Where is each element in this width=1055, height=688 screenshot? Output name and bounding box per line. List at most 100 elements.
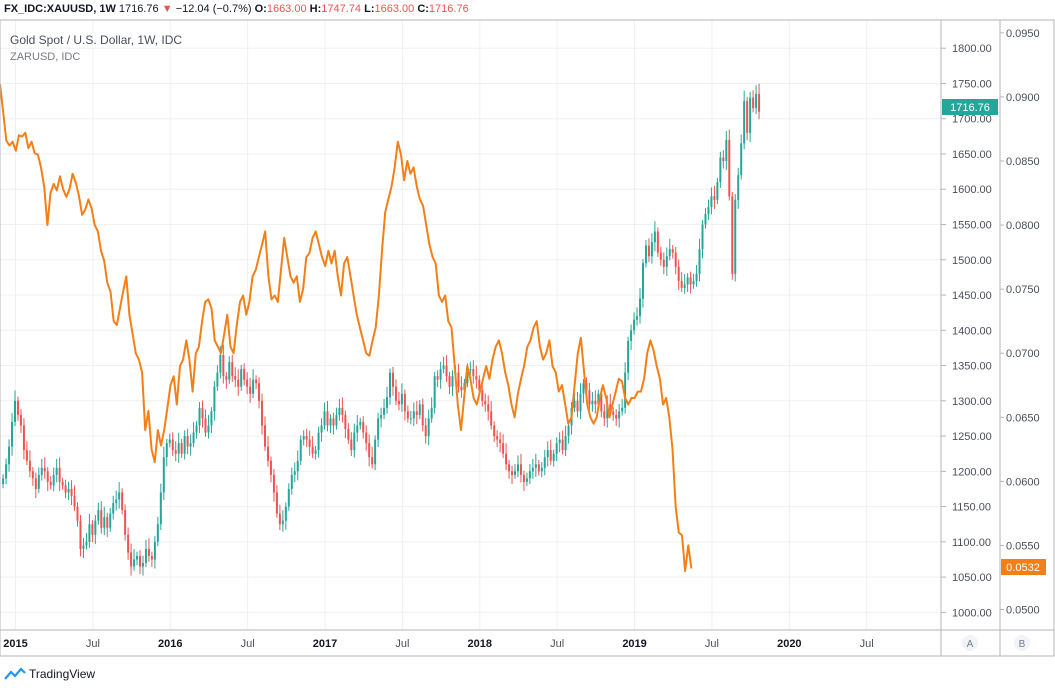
gold-tick-label: 1800.00 — [952, 43, 992, 55]
gold-candle-body — [317, 432, 320, 451]
gold-candle-body — [88, 524, 91, 542]
gold-candle-body — [192, 432, 195, 444]
gold-candle-body — [546, 450, 549, 458]
gold-candle-body — [698, 249, 701, 274]
gold-candle-body — [436, 376, 439, 380]
gold-candle-body — [240, 369, 243, 387]
gold-candle-body — [210, 411, 213, 426]
time-tick-label: Jul — [550, 638, 564, 650]
gold-candle-body — [386, 397, 389, 408]
gold-candle-body — [674, 252, 677, 267]
gold-tick-label: 1750.00 — [952, 78, 992, 90]
gold-candle-body — [216, 372, 219, 387]
high-label: H: — [309, 3, 322, 15]
zar-tick-label: 0.0950 — [1006, 28, 1040, 40]
gold-candle-body — [14, 400, 17, 422]
gold-candle-body — [243, 369, 246, 380]
gold-candle-body — [85, 541, 88, 546]
gold-candle-body — [246, 379, 249, 387]
gold-candle-body — [284, 506, 287, 521]
close-label: C: — [417, 3, 429, 15]
gold-candle-body — [150, 555, 153, 560]
gold-candle-body — [686, 277, 689, 285]
log-scale-button[interactable] — [962, 635, 978, 651]
gold-candle-body — [680, 280, 683, 288]
gold-candle-body — [287, 488, 290, 507]
axis-mode-buttons: A B — [962, 635, 1030, 651]
time-tick-label: Jul — [705, 638, 719, 650]
gold-candle-body — [704, 213, 707, 225]
zar-tick-label: 0.0750 — [1006, 284, 1040, 296]
gold-candle-body — [195, 425, 198, 433]
gold-candle-body — [451, 376, 454, 387]
zar-tick-label: 0.0500 — [1006, 604, 1040, 616]
gold-candle-body — [621, 407, 624, 412]
gold-candle-body — [665, 256, 668, 267]
gold-candle-body — [531, 467, 534, 472]
gold-candle-body — [115, 499, 118, 504]
chart-header: FX_IDC:XAUUSD, 1W 1716.76 ▼ −12.04 (−0.7… — [4, 3, 469, 15]
gold-candle-body — [76, 506, 79, 521]
gold-candle-body — [755, 94, 758, 109]
gold-candle-body — [758, 94, 761, 112]
gold-candle-body — [121, 492, 124, 511]
gold-candle-body — [198, 407, 201, 426]
gold-tick-label: 1400.00 — [952, 325, 992, 337]
tradingview-branding[interactable]: TradingView — [4, 667, 95, 681]
gold-candle-body — [561, 439, 564, 451]
high-value: 1747.74 — [321, 3, 362, 15]
gold-tick-label: 1300.00 — [952, 396, 992, 408]
gold-candle-body — [118, 492, 121, 500]
gold-candle-body — [64, 485, 67, 493]
gold-candle-body — [671, 249, 674, 253]
last-price: 1716.76 — [118, 3, 159, 15]
gold-candle-body — [258, 383, 261, 401]
gold-candle-body — [656, 231, 659, 253]
gold-candle-body — [326, 411, 329, 426]
gold-candle-body — [394, 386, 397, 401]
gold-candle-body — [302, 436, 305, 440]
gold-candle-body — [281, 520, 284, 525]
time-axis: 2015 Jul 2016 Jul 2017 Jul 2018 Jul 2019 Jul 2020 J… — [3, 638, 874, 650]
gold-candle-body — [722, 157, 725, 162]
gold-candle-body — [153, 541, 156, 560]
gold-candle-body — [555, 443, 558, 454]
gold-candle-body — [421, 404, 424, 426]
low-value: 1663.00 — [374, 3, 415, 15]
gold-candle-body — [28, 460, 31, 472]
gold-candle-body — [311, 446, 314, 454]
gold-candle-body — [106, 517, 109, 528]
open-value: 1663.00 — [266, 3, 307, 15]
time-tick-label: 2019 — [622, 638, 646, 650]
gold-candle-body — [55, 467, 58, 475]
gold-candle-body — [552, 453, 555, 461]
gold-candle-body — [180, 443, 183, 454]
zar-axis: 0.0500 0.0550 0.0600 0.0650 0.0700 0.0750 0.08… — [1000, 28, 1040, 616]
time-tick-label: Jul — [241, 638, 255, 650]
gold-candle-body — [609, 404, 612, 412]
gold-candle-body — [174, 450, 177, 454]
gold-candle-body — [356, 425, 359, 433]
tradingview-logo-icon — [4, 667, 26, 680]
gold-candle-body — [647, 245, 650, 257]
gold-candle-body — [636, 316, 639, 320]
close-value: 1716.76 — [428, 3, 469, 15]
gold-candle-body — [374, 439, 377, 465]
gold-candle-body — [522, 474, 525, 482]
gold-candle-body — [204, 418, 207, 433]
gold-candle-body — [588, 390, 591, 405]
gold-candle-body — [716, 182, 719, 200]
gold-candle-body — [40, 467, 43, 475]
gold-axis: 1000.00 1050.00 1100.00 1150.00 1200.00 1250.… — [941, 43, 992, 619]
auto-scale-button[interactable] — [1014, 635, 1030, 651]
gold-tick-label: 1100.00 — [952, 537, 991, 549]
gold-candle-body — [299, 439, 302, 461]
gold-candle-body — [644, 245, 647, 264]
gold-candle-body — [573, 400, 576, 408]
gold-candle-body — [511, 471, 514, 475]
gold-candle-body — [186, 436, 189, 447]
gold-candle-body — [347, 429, 350, 440]
price-chart[interactable]: Gold Spot / U.S. Dollar, 1W, IDC ZARUSD,… — [0, 0, 1055, 660]
chart-subtitle: ZARUSD, IDC — [10, 51, 80, 63]
gold-candle-body — [377, 418, 380, 440]
